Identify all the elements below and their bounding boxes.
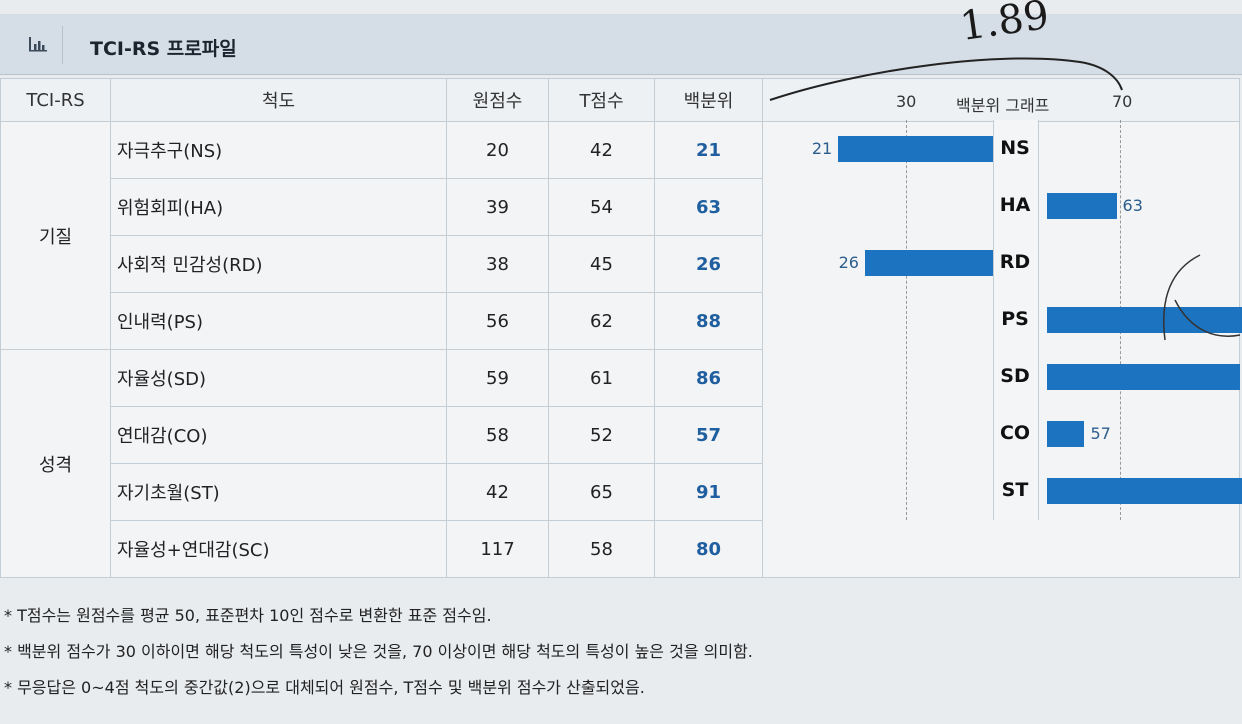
bar-value-label: 21 (811, 138, 833, 158)
ref-line-30 (906, 120, 907, 520)
col-header-t: T점수 (548, 78, 655, 122)
graph-scale-abbr: NS (1000, 136, 1030, 159)
graph-title: 백분위 그래프 (956, 96, 1050, 115)
graph-scale-abbr: RD (999, 250, 1031, 273)
percentile-bar (837, 135, 993, 162)
table-row: 자율성+연대감(SC) 117 58 80 (1, 520, 1240, 578)
scale-name: 사회적 민감성(RD) (110, 235, 447, 293)
table-row: 사회적 민감성(RD) 38 45 26 (1, 235, 1240, 293)
percentile-bar (1047, 306, 1242, 333)
raw-score: 20 (446, 121, 549, 179)
table-header-row: TCI-RS 척도 원점수 T점수 백분위 (0, 78, 1240, 122)
scale-name: 자극추구(NS) (110, 121, 447, 179)
raw-score: 56 (446, 292, 549, 350)
t-score: 52 (548, 406, 655, 464)
footnote: * 무응답은 0~4점 척도의 중간값(2)으로 대체되어 원점수, T점수 및… (4, 678, 645, 697)
scale-name: 자율성+연대감(SC) (110, 520, 447, 578)
table-row: 성격 자율성(SD) 59 61 86 (0, 349, 1240, 578)
percentile-bar (1047, 477, 1242, 504)
percentile-bar (1047, 420, 1085, 447)
table-row: 위험회피(HA) 39 54 63 (1, 178, 1240, 236)
col-header-group: TCI-RS (0, 78, 111, 122)
col-header-scale: 척도 (110, 78, 447, 122)
percentile: 80 (654, 520, 763, 578)
percentile: 91 (654, 463, 763, 521)
scale-name: 인내력(PS) (110, 292, 447, 350)
raw-score: 58 (446, 406, 549, 464)
graph-scale-abbr: HA (999, 193, 1031, 216)
profile-title: TCI-RS 프로파일 (90, 38, 237, 60)
col-header-raw: 원점수 (446, 78, 549, 122)
scale-name: 연대감(CO) (110, 406, 447, 464)
group-temperament: 기질 (0, 121, 111, 350)
percentile-graph: NS21HA63RD26PS88SD86CO57ST91 (763, 120, 1242, 576)
scale-name: 자기초월(ST) (110, 463, 447, 521)
bar-value-label: 63 (1122, 195, 1143, 215)
bar-value-label: 26 (838, 252, 859, 272)
graph-scale-abbr: SD (1000, 364, 1030, 387)
bar-chart-icon (29, 37, 47, 52)
t-score: 65 (548, 463, 655, 521)
t-score: 61 (548, 349, 655, 407)
percentile-bar (864, 249, 993, 276)
bar-value-label: 57 (1090, 423, 1111, 443)
scale-name: 자율성(SD) (110, 349, 447, 407)
percentile-bar (1047, 363, 1240, 390)
group-character: 성격 (0, 349, 111, 578)
percentile: 86 (654, 349, 763, 407)
table-row: 인내력(PS) 56 62 88 (1, 292, 1240, 350)
graph-tick-30: 30 (896, 92, 917, 111)
scale-name: 위험회피(HA) (110, 178, 447, 236)
col-header-pct: 백분위 (654, 78, 763, 122)
percentile: 88 (654, 292, 763, 350)
graph-center-divider (993, 120, 1039, 520)
raw-score: 39 (446, 178, 549, 236)
graph-scale-abbr: CO (999, 421, 1031, 444)
raw-score: 59 (446, 349, 549, 407)
t-score: 45 (548, 235, 655, 293)
percentile-bar (1047, 192, 1117, 219)
percentile: 26 (654, 235, 763, 293)
graph-tick-70: 70 (1112, 92, 1133, 111)
t-score: 62 (548, 292, 655, 350)
graph-scale-abbr: ST (1001, 478, 1029, 501)
profile-header: TCI-RS 프로파일 (0, 14, 1242, 75)
header-icon-box (6, 26, 63, 64)
table-row: 자기초월(ST) 42 65 91 (1, 463, 1240, 521)
t-score: 42 (548, 121, 655, 179)
footnote: * T점수는 원점수를 평균 50, 표준편차 10인 점수로 변환한 표준 점… (4, 606, 492, 625)
percentile: 21 (654, 121, 763, 179)
graph-scale-abbr: PS (1001, 307, 1029, 330)
percentile: 57 (654, 406, 763, 464)
footnote: * 백분위 점수가 30 이하이면 해당 척도의 특성이 낮은 것을, 70 이… (4, 642, 753, 661)
percentile: 63 (654, 178, 763, 236)
raw-score: 38 (446, 235, 549, 293)
raw-score: 117 (446, 520, 549, 578)
t-score: 54 (548, 178, 655, 236)
t-score: 58 (548, 520, 655, 578)
raw-score: 42 (446, 463, 549, 521)
footnotes: * T점수는 원점수를 평균 50, 표준편차 10인 점수로 변환한 표준 점… (4, 598, 753, 706)
